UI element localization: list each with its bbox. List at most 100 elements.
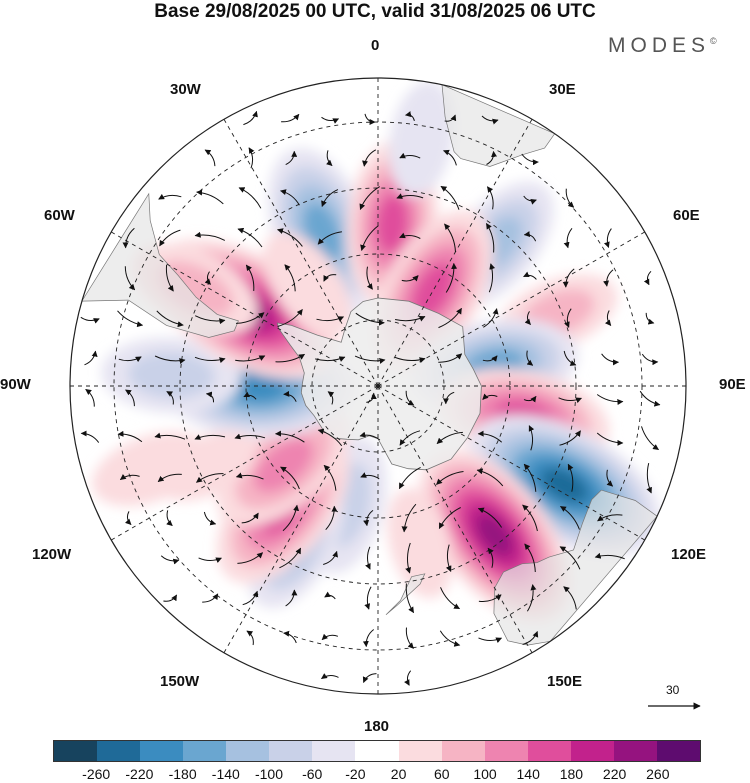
wind-vector (440, 587, 461, 610)
wind-vector (563, 350, 577, 366)
wind-vector (364, 113, 376, 125)
wind-vector (405, 627, 414, 649)
meridian-label-180: 180 (364, 718, 390, 735)
colorbar-segment (97, 741, 141, 761)
meridian-line (223, 119, 379, 387)
colorbar-tick-label: 220 (602, 766, 627, 782)
wind-vector (362, 149, 377, 167)
wind-vector (606, 469, 614, 487)
wind-vector (439, 630, 461, 647)
wind-vector (321, 673, 339, 680)
wind-vector (438, 353, 463, 363)
anomaly-blob (387, 488, 453, 599)
wind-vector (125, 389, 135, 407)
wind-vector (366, 393, 377, 403)
wind-vector (163, 594, 178, 602)
wind-vector (596, 432, 624, 446)
wind-vector (436, 431, 463, 445)
wind-vector (443, 149, 457, 166)
wind-vector (482, 355, 498, 362)
colorbar-segment (312, 741, 356, 761)
colorbar-segment (54, 741, 98, 761)
wind-vector (366, 266, 373, 290)
wind-vector (317, 428, 343, 447)
wind-vector (84, 350, 98, 366)
wind-vector (444, 223, 456, 253)
reference-vector-value: 30 (666, 683, 680, 697)
wind-vector (558, 397, 582, 404)
wind-vector (404, 670, 412, 686)
colorbar-segment (355, 741, 399, 761)
meridian-line (223, 385, 379, 653)
colorbar-tick-label: -100 (254, 766, 284, 782)
wind-vector (119, 473, 140, 481)
wind-vector (445, 262, 458, 293)
wind-vector (204, 271, 211, 285)
wind-vector (597, 514, 623, 522)
wind-vector (360, 472, 380, 480)
wind-vector (398, 466, 421, 490)
wind-vector (243, 391, 257, 400)
colorbar-segment (269, 741, 313, 761)
wind-vector (238, 187, 262, 209)
wind-vector (283, 630, 297, 644)
wind-vector (559, 546, 581, 570)
wind-vector (478, 594, 502, 602)
wind-vector (194, 231, 226, 241)
wind-vector (477, 430, 503, 443)
wind-vector (321, 633, 339, 641)
brand-mark: © (710, 36, 717, 46)
wind-vector (526, 584, 537, 612)
wind-vector (563, 586, 577, 610)
wind-vector (643, 270, 652, 286)
wind-vector (476, 468, 504, 487)
wind-vector (401, 275, 419, 282)
wind-vector (438, 507, 461, 530)
wind-vector (394, 356, 426, 363)
wind-vector (275, 353, 306, 363)
colorbar-tick-label: -20 (345, 766, 366, 782)
wind-vector (354, 355, 386, 364)
wind-vector (405, 542, 411, 574)
wind-vector (605, 310, 612, 326)
wind-vector (80, 430, 100, 443)
meridian-label-150e: 150E (547, 673, 583, 690)
wind-vector (198, 557, 222, 563)
meridian-label-30w: 30W (170, 81, 201, 98)
wind-vector (359, 431, 381, 441)
wind-vector (438, 307, 462, 329)
wind-vector (285, 589, 298, 607)
wind-vector (522, 630, 539, 645)
wind-vector (521, 153, 539, 166)
wind-vector (117, 310, 144, 328)
colorbar-tick-label: 260 (646, 766, 670, 782)
wind-vector (280, 189, 300, 206)
wind-vector (483, 308, 499, 328)
colorbar-segment (613, 741, 657, 761)
wind-vector (246, 630, 254, 646)
wind-vector (160, 555, 180, 565)
wind-vector (321, 116, 340, 124)
colorbar-tick-label: -140 (211, 766, 240, 782)
wind-vector (596, 394, 624, 405)
meridian-line (377, 385, 645, 541)
wind-vector (362, 629, 375, 648)
wind-vector (562, 268, 575, 288)
wind-vector (405, 111, 415, 122)
wind-vector (523, 231, 537, 242)
meridian-line (111, 385, 379, 541)
wind-vector (281, 113, 300, 123)
wind-vector (396, 193, 424, 199)
meridian-label-0: 0 (371, 37, 380, 54)
wind-vector (158, 193, 182, 200)
wind-vector (436, 471, 464, 485)
wind-vector (405, 583, 415, 614)
wind-vector (194, 356, 226, 364)
colorbar-segment (570, 741, 614, 761)
wind-vector (154, 432, 186, 440)
anomaly-blob (263, 231, 352, 339)
wind-vector (235, 355, 266, 362)
colorbar-segment (183, 741, 227, 761)
wind-vector (524, 543, 536, 573)
